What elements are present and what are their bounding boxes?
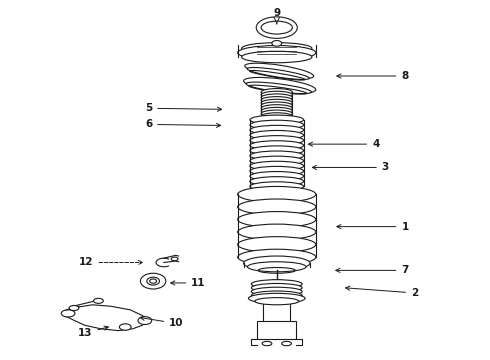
Ellipse shape <box>261 96 293 104</box>
Ellipse shape <box>250 171 304 181</box>
Ellipse shape <box>250 177 304 186</box>
Ellipse shape <box>238 199 316 215</box>
Ellipse shape <box>244 77 316 93</box>
Ellipse shape <box>250 182 304 191</box>
Text: 2: 2 <box>345 286 418 298</box>
Ellipse shape <box>251 295 302 303</box>
Text: 3: 3 <box>313 162 389 172</box>
Ellipse shape <box>245 63 314 79</box>
Ellipse shape <box>256 17 297 39</box>
Ellipse shape <box>261 99 293 107</box>
Ellipse shape <box>247 68 309 80</box>
Ellipse shape <box>251 287 302 296</box>
Ellipse shape <box>94 298 103 303</box>
Ellipse shape <box>261 116 293 123</box>
Ellipse shape <box>238 249 316 265</box>
Ellipse shape <box>250 120 304 130</box>
Ellipse shape <box>261 107 293 114</box>
Ellipse shape <box>250 115 304 125</box>
Ellipse shape <box>69 306 79 311</box>
Ellipse shape <box>250 136 304 145</box>
Ellipse shape <box>246 82 312 94</box>
Ellipse shape <box>251 280 302 288</box>
Ellipse shape <box>250 161 304 171</box>
Ellipse shape <box>138 317 152 324</box>
Ellipse shape <box>250 156 304 166</box>
Text: 5: 5 <box>145 103 221 113</box>
Ellipse shape <box>255 298 299 305</box>
Ellipse shape <box>250 130 304 140</box>
Ellipse shape <box>250 151 304 160</box>
Ellipse shape <box>261 102 293 109</box>
Ellipse shape <box>250 146 304 155</box>
Ellipse shape <box>242 42 312 54</box>
Ellipse shape <box>120 324 131 330</box>
Text: 12: 12 <box>79 257 143 267</box>
Text: 13: 13 <box>78 326 108 338</box>
Text: 11: 11 <box>171 278 206 288</box>
Ellipse shape <box>147 277 159 285</box>
Text: 8: 8 <box>337 71 409 81</box>
Ellipse shape <box>261 113 293 120</box>
Ellipse shape <box>261 105 293 112</box>
Ellipse shape <box>250 166 304 176</box>
Ellipse shape <box>250 141 304 150</box>
Bar <box>257 321 296 338</box>
Ellipse shape <box>262 341 272 346</box>
Ellipse shape <box>244 256 310 270</box>
Ellipse shape <box>238 45 316 60</box>
Ellipse shape <box>282 341 292 346</box>
Ellipse shape <box>251 291 302 300</box>
Ellipse shape <box>238 237 316 252</box>
Text: 6: 6 <box>145 120 220 129</box>
Ellipse shape <box>247 262 306 272</box>
Bar <box>263 302 291 323</box>
Text: 9: 9 <box>273 8 280 18</box>
Ellipse shape <box>238 224 316 240</box>
Ellipse shape <box>261 91 293 98</box>
Text: 7: 7 <box>336 265 409 275</box>
Bar <box>267 297 287 304</box>
Text: 10: 10 <box>140 316 184 328</box>
Ellipse shape <box>261 89 293 96</box>
Ellipse shape <box>238 212 316 227</box>
Ellipse shape <box>251 283 302 292</box>
Ellipse shape <box>141 273 166 289</box>
Ellipse shape <box>248 293 305 303</box>
Ellipse shape <box>238 186 316 202</box>
Ellipse shape <box>272 41 282 46</box>
Ellipse shape <box>261 110 293 117</box>
Ellipse shape <box>242 51 312 63</box>
Ellipse shape <box>250 125 304 135</box>
Ellipse shape <box>61 310 75 317</box>
Text: 4: 4 <box>309 139 379 149</box>
Ellipse shape <box>171 257 178 261</box>
Ellipse shape <box>261 94 293 101</box>
Text: 1: 1 <box>337 222 409 231</box>
